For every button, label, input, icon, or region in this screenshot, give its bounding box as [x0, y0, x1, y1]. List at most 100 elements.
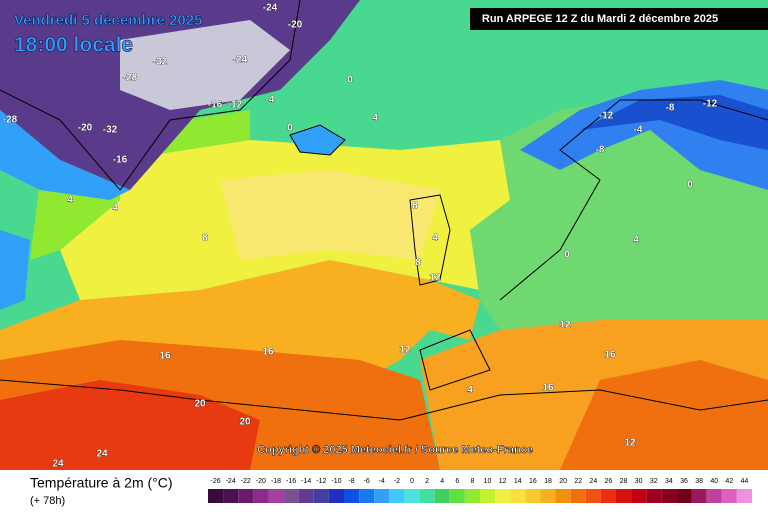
legend-subtitle: (+ 78h) — [30, 495, 65, 507]
isotherm-label: -24 — [233, 55, 248, 66]
color-swatch — [238, 489, 254, 503]
scale-label: 2 — [425, 478, 429, 485]
color-swatch — [661, 489, 677, 503]
color-swatch — [328, 489, 344, 503]
scale-label: 38 — [695, 478, 703, 485]
color-swatch — [223, 489, 239, 503]
color-swatch — [676, 489, 692, 503]
scale-label: -26 — [210, 478, 220, 485]
scale-label: -4 — [379, 478, 385, 485]
iceland — [290, 125, 345, 155]
scale-label: 14 — [514, 478, 522, 485]
scale-label: 40 — [710, 478, 718, 485]
scale-label: 18 — [544, 478, 552, 485]
scale-label: -6 — [364, 478, 370, 485]
scale-label: 20 — [559, 478, 567, 485]
color-swatch — [570, 489, 586, 503]
color-swatch — [736, 489, 752, 503]
color-swatch — [374, 489, 390, 503]
color-swatch — [480, 489, 496, 503]
scale-label: -24 — [226, 478, 236, 485]
color-swatch — [616, 489, 632, 503]
scale-label: -8 — [348, 478, 354, 485]
color-swatch — [434, 489, 450, 503]
isotherm-label: -20 — [78, 123, 93, 134]
scale-label: 44 — [741, 478, 749, 485]
isotherm-label: 20 — [239, 417, 251, 428]
forecast-date: Vendredi 5 décembre 2025 — [14, 12, 202, 29]
isotherm-label: -16 — [113, 155, 128, 166]
isotherm-label: 4 — [467, 385, 473, 396]
color-swatch — [631, 489, 647, 503]
color-swatch — [208, 489, 224, 503]
color-swatch — [540, 489, 556, 503]
color-swatch — [555, 489, 571, 503]
color-swatch — [646, 489, 662, 503]
coastlines — [0, 0, 768, 421]
scale-label: 0 — [410, 478, 414, 485]
isotherm-label: -24 — [263, 3, 278, 14]
isotherm-label: -32 — [153, 57, 168, 68]
scale-label: 12 — [499, 478, 507, 485]
scale-label: 16 — [529, 478, 537, 485]
cold-zone — [580, 95, 768, 150]
run-info: Run ARPEGE 12 Z du Mardi 2 décembre 2025 — [482, 13, 718, 25]
color-swatch — [691, 489, 707, 503]
cool-zone — [30, 110, 250, 260]
isotherm-label: -12 — [228, 100, 243, 111]
scale-label: -12 — [316, 478, 326, 485]
color-swatch — [268, 489, 284, 503]
isotherm-label: 24 — [96, 449, 108, 460]
isotherm-label: -32 — [103, 125, 118, 136]
isotherm-label: 12 — [429, 273, 441, 284]
color-swatch — [283, 489, 299, 503]
scale-label: 22 — [574, 478, 582, 485]
isotherm-label: 16 — [262, 347, 274, 358]
isotherm-label: 16 — [604, 350, 616, 361]
isotherm-label: 0 — [564, 250, 570, 261]
scale-label: -14 — [301, 478, 311, 485]
isotherm-label: -12 — [599, 111, 614, 122]
color-swatch — [404, 489, 420, 503]
isotherm-label: -12 — [703, 99, 718, 110]
color-swatch — [510, 489, 526, 503]
isotherm-label: -4 — [634, 125, 643, 136]
color-swatch — [298, 489, 314, 503]
scale-label: 32 — [650, 478, 658, 485]
run-banner — [470, 8, 768, 30]
scale-label: 26 — [605, 478, 613, 485]
isotherm-label: 8 — [412, 201, 418, 212]
isotherm-label: 12 — [399, 345, 411, 356]
africa-zone — [560, 360, 768, 470]
isotherm-label: -8 — [596, 145, 605, 156]
scale-label: 42 — [725, 478, 733, 485]
mild-zone — [220, 170, 440, 260]
isotherm-label: -4 — [266, 95, 275, 106]
scale-label: 4 — [440, 478, 444, 485]
map-labels: -24 -20 -32 -28 -24 -16 -12 -4 -28 -32 -20 -16 0 0 4 4 4… — [2, 2, 718, 470]
isotherm-label: 16 — [542, 383, 554, 394]
isotherm-label: 12 — [559, 320, 571, 331]
hot-zone — [0, 380, 260, 470]
scale-label: 8 — [470, 478, 474, 485]
isotherm-label: 12 — [624, 438, 636, 449]
isotherm-label: -28 — [123, 73, 138, 84]
isotherm-label: 4 — [372, 113, 378, 124]
scale-label: -22 — [241, 478, 251, 485]
legend-title: Température à 2m (°C) — [30, 475, 173, 491]
color-swatch — [313, 489, 329, 503]
scale-label: 10 — [484, 478, 492, 485]
scale-label: -10 — [331, 478, 341, 485]
scale-label: 24 — [589, 478, 597, 485]
isotherm-label: 0 — [687, 180, 693, 191]
isotherm-label: 0 — [347, 75, 353, 86]
scale-label: 30 — [635, 478, 643, 485]
isotherm-label: 16 — [159, 351, 171, 362]
color-swatch — [600, 489, 616, 503]
isotherm-label: 4 — [112, 203, 118, 214]
color-swatch — [464, 489, 480, 503]
isotherm-label: 20 — [194, 399, 206, 410]
isotherm-label: -20 — [288, 20, 303, 31]
color-swatch — [449, 489, 465, 503]
